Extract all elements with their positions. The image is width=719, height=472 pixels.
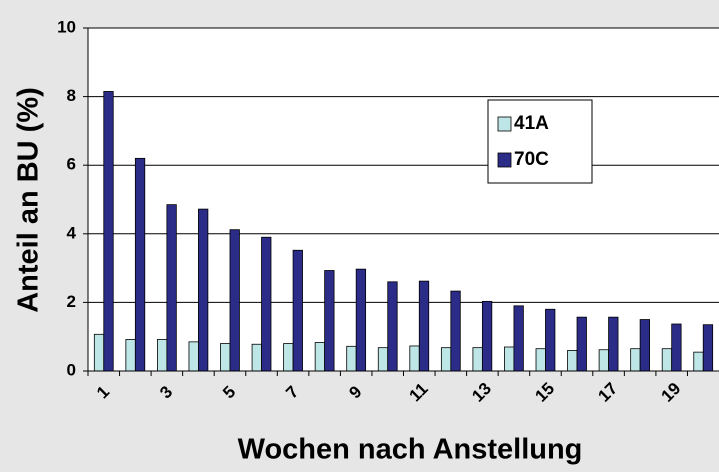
bar <box>314 342 326 372</box>
bar <box>93 333 105 372</box>
bar <box>188 341 199 372</box>
bar <box>377 347 389 372</box>
bar <box>387 281 398 372</box>
y-tick-label: 10 <box>57 17 76 36</box>
bar <box>472 347 483 372</box>
bar <box>598 349 609 372</box>
y-axis-title: Anteil an BU (%) <box>13 87 45 313</box>
y-tick-label: 2 <box>67 292 76 311</box>
y-tick-label: 6 <box>67 155 76 174</box>
bar <box>481 300 493 372</box>
bar <box>261 236 272 372</box>
bar <box>229 229 240 372</box>
legend-box <box>487 99 593 184</box>
bar <box>198 208 209 372</box>
bar <box>409 345 420 372</box>
x-axis-title: Wochen nach Anstellung <box>238 434 583 466</box>
bar <box>630 348 641 372</box>
legend-label: 70C <box>514 149 549 170</box>
bar <box>166 204 177 372</box>
bar <box>292 249 303 372</box>
bar <box>324 270 335 372</box>
bar <box>576 316 587 372</box>
bar <box>157 339 168 372</box>
bar <box>702 324 714 372</box>
bar <box>545 308 556 372</box>
bar <box>608 316 619 372</box>
legend-swatch <box>497 152 512 168</box>
bar <box>440 347 452 372</box>
bar <box>346 345 357 372</box>
bar <box>661 348 673 372</box>
bar <box>251 343 262 372</box>
bar <box>283 343 294 372</box>
bar <box>535 348 546 372</box>
bar <box>639 319 650 372</box>
bar <box>513 305 524 372</box>
y-tick-label: 0 <box>67 360 76 379</box>
legend-label: 41A <box>514 113 549 134</box>
y-tick-label: 8 <box>67 86 76 105</box>
bar <box>671 323 682 372</box>
bar <box>220 343 231 372</box>
y-tick-label: 4 <box>67 223 77 242</box>
bar <box>450 290 461 372</box>
bar <box>567 350 578 372</box>
bar <box>504 346 515 372</box>
bar <box>125 339 136 372</box>
bar <box>418 280 430 372</box>
bar <box>134 157 146 372</box>
bar <box>355 268 367 372</box>
plot-area <box>88 28 719 371</box>
legend-swatch <box>497 116 512 132</box>
bar <box>103 91 114 372</box>
bar <box>693 351 704 372</box>
